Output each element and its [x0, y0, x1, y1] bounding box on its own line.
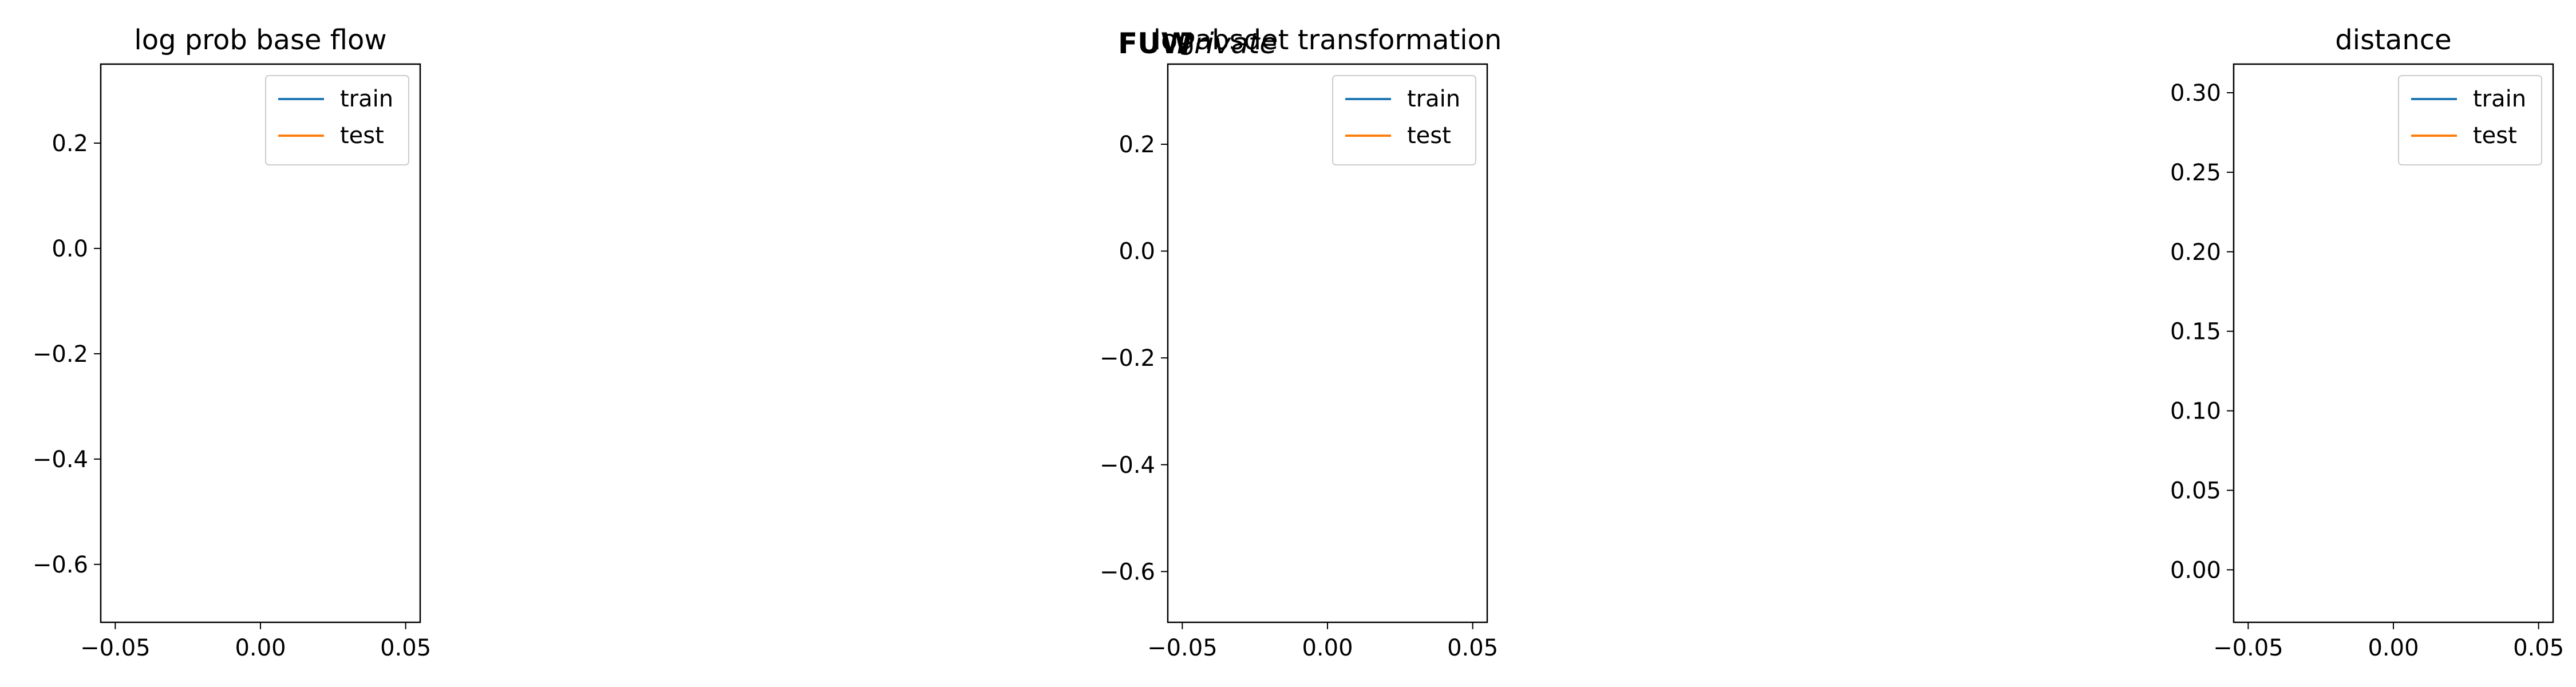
x-tick-label-distance: −0.05: [2213, 635, 2283, 661]
charts-layer: log prob base flow −0.05 0.00 0.05 0.2 0.0 −0.…: [33, 24, 2564, 661]
y-tick-label-log-prob-base-flow: −0.4: [33, 447, 88, 473]
x-tick-label-log-prob-base-flow: 0.00: [235, 635, 286, 661]
y-tick-label-logabsdet-transformation: 0.0: [1119, 239, 1155, 265]
chart-title-log-prob-base-flow: log prob base flow: [134, 24, 386, 56]
x-tick-label-distance: 0.05: [2513, 635, 2564, 661]
chart-log-prob-base-flow: log prob base flow −0.05 0.00 0.05 0.2 0.0 −0.…: [33, 24, 431, 661]
legend-label-test-log-prob-base-flow: test: [340, 123, 384, 149]
y-tick-label-log-prob-base-flow: −0.6: [33, 552, 88, 578]
legend-label-test-distance: test: [2473, 123, 2517, 149]
legend-label-train-log-prob-base-flow: train: [340, 86, 393, 112]
y-tick-label-logabsdet-transformation: 0.2: [1119, 132, 1155, 158]
axes-frame-log-prob-base-flow: [100, 63, 421, 623]
x-tick-label-logabsdet-transformation: 0.05: [1447, 635, 1498, 661]
watermark-italic: Private: [1177, 27, 1277, 60]
legend-logabsdet-transformation: train test: [1332, 75, 1476, 165]
axes-frame-distance: [2233, 63, 2554, 623]
y-tick-label-distance: 0.25: [2170, 160, 2221, 186]
x-tick-label-logabsdet-transformation: −0.05: [1147, 635, 1218, 661]
axes-frame-logabsdet-transformation: [1167, 63, 1488, 623]
y-tick-label-distance: 0.05: [2170, 477, 2221, 504]
x-tick-label-logabsdet-transformation: 0.00: [1302, 635, 1353, 661]
y-tick-label-logabsdet-transformation: −0.2: [1100, 345, 1155, 372]
x-tick-label-distance: 0.00: [2368, 635, 2419, 661]
y-tick-label-distance: 0.30: [2170, 80, 2221, 106]
legend-label-train-logabsdet-transformation: train: [1407, 86, 1460, 112]
y-tick-label-distance: 0.15: [2170, 319, 2221, 345]
y-tick-label-distance: 0.00: [2170, 557, 2221, 583]
chart-logabsdet-transformation: logabsdet transformation −0.05 0.00 0.05 0.2…: [1100, 24, 1502, 661]
y-tick-label-distance: 0.20: [2170, 239, 2221, 266]
chart-title-distance: distance: [2335, 24, 2451, 56]
legend-label-test-logabsdet-transformation: test: [1407, 123, 1451, 149]
chart-title-logabsdet-transformation: logabsdet transformation: [1153, 24, 1502, 56]
y-tick-label-distance: 0.10: [2170, 398, 2221, 425]
y-tick-label-logabsdet-transformation: −0.4: [1100, 452, 1155, 479]
legend-log-prob-base-flow: train test: [265, 75, 409, 165]
watermark-bold: FUW: [1118, 27, 1192, 60]
x-tick-label-log-prob-base-flow: −0.05: [80, 635, 151, 661]
x-tick-label-log-prob-base-flow: 0.05: [380, 635, 431, 661]
legend-distance: train test: [2398, 75, 2542, 165]
chart-distance: distance −0.05 0.00 0.05 0.30 0.25 0.20 0.15 0.1…: [2170, 24, 2564, 661]
y-tick-label-log-prob-base-flow: −0.2: [33, 341, 88, 368]
y-tick-label-logabsdet-transformation: −0.6: [1100, 559, 1155, 585]
y-tick-label-log-prob-base-flow: 0.0: [52, 236, 88, 262]
legend-label-train-distance: train: [2473, 86, 2526, 112]
y-tick-label-log-prob-base-flow: 0.2: [52, 131, 88, 157]
